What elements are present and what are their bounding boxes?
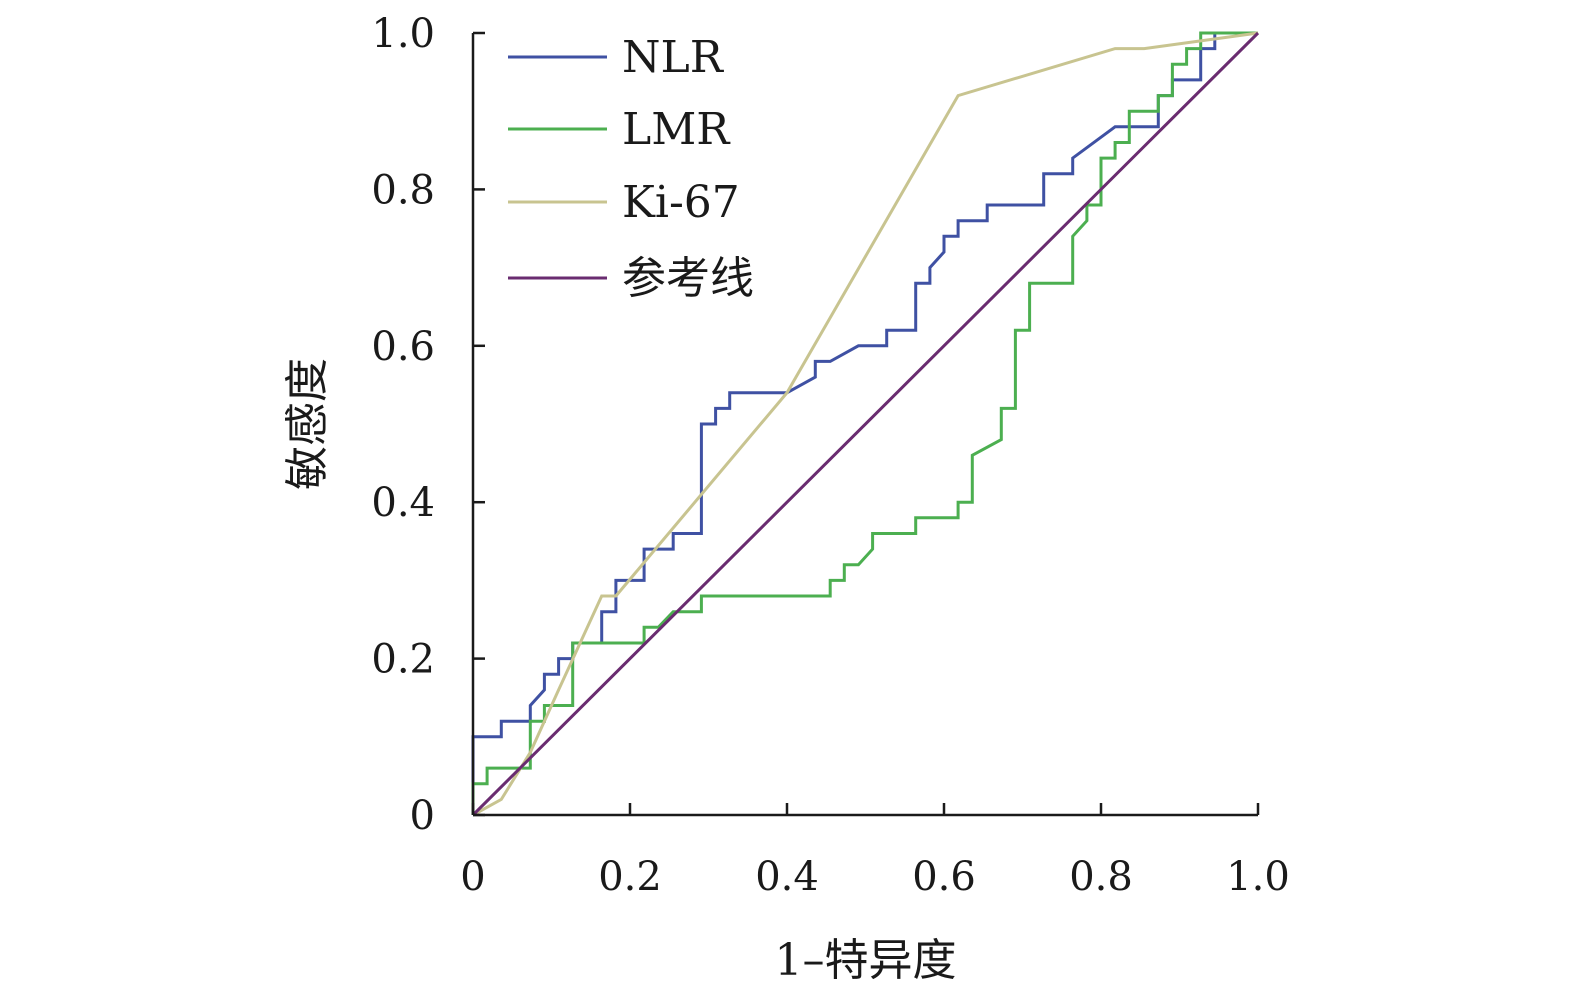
- legend-label: NLR: [622, 32, 725, 83]
- x-tick-label: 0.6: [912, 854, 976, 900]
- series-line-1: [471, 31, 1258, 815]
- series-layer: [471, 31, 1260, 817]
- y-ticks: 0 0.2 0.4 0.6 0.8 1.0: [371, 11, 485, 839]
- x-ticks: 0 0.2 0.4 0.6 0.8 1.0: [460, 803, 1290, 900]
- x-tick-label: 1.0: [1226, 854, 1290, 900]
- series-line-3: [471, 31, 1260, 817]
- y-tick-label: 0.8: [371, 167, 435, 213]
- axes-layer: [471, 33, 1258, 817]
- legend-label: Ki-67: [622, 177, 740, 228]
- legend-label: 参考线: [622, 253, 754, 304]
- x-tick-label: 0.8: [1069, 854, 1133, 900]
- legend-label: LMR: [622, 104, 731, 155]
- series-line-0: [471, 31, 1258, 784]
- x-tick-label: 0.4: [755, 854, 819, 900]
- y-tick-label: 0.6: [371, 324, 435, 370]
- y-tick-label: 1.0: [371, 11, 435, 57]
- y-tick-label: 0.4: [371, 480, 435, 526]
- x-axis-title: 1–特异度: [775, 935, 957, 986]
- y-tick-label: 0: [410, 793, 435, 839]
- y-axis-title: 敏感度: [282, 358, 333, 490]
- legend: NLR LMR Ki-67 参考线: [508, 32, 754, 304]
- x-tick-label: 0.2: [598, 854, 662, 900]
- x-tick-label: 0: [460, 854, 485, 900]
- y-tick-label: 0.2: [371, 637, 435, 683]
